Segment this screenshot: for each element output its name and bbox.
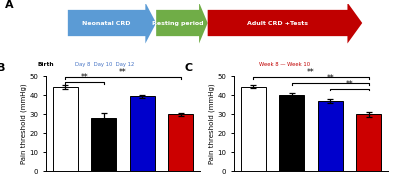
Bar [53, 87, 78, 171]
Text: **: ** [326, 74, 334, 83]
Polygon shape [68, 3, 156, 43]
Text: Birth: Birth [38, 62, 54, 67]
Text: **: ** [119, 68, 127, 77]
Text: **: ** [81, 73, 88, 82]
Polygon shape [208, 3, 362, 43]
Text: Day 8  Day 10  Day 12: Day 8 Day 10 Day 12 [75, 62, 134, 67]
Polygon shape [156, 3, 208, 43]
Text: **: ** [307, 68, 315, 77]
Bar [241, 87, 266, 171]
Bar [168, 114, 193, 171]
Bar [318, 101, 343, 171]
Text: Neonatal CRD: Neonatal CRD [82, 21, 131, 25]
Bar [91, 118, 116, 171]
Y-axis label: Pain threshold (mmHg): Pain threshold (mmHg) [208, 84, 214, 164]
Bar [356, 114, 381, 171]
Text: B: B [0, 63, 5, 73]
Bar [130, 96, 155, 171]
Text: Adult CRD +Tests: Adult CRD +Tests [247, 21, 308, 25]
Text: C: C [185, 63, 193, 73]
Y-axis label: Pain threshold (mmHg): Pain threshold (mmHg) [20, 84, 26, 164]
Text: Week 8 — Week 10: Week 8 — Week 10 [259, 62, 310, 67]
Text: **: ** [346, 80, 353, 89]
Text: Resting period: Resting period [152, 21, 203, 25]
Text: A: A [5, 0, 14, 10]
Bar [279, 95, 304, 171]
